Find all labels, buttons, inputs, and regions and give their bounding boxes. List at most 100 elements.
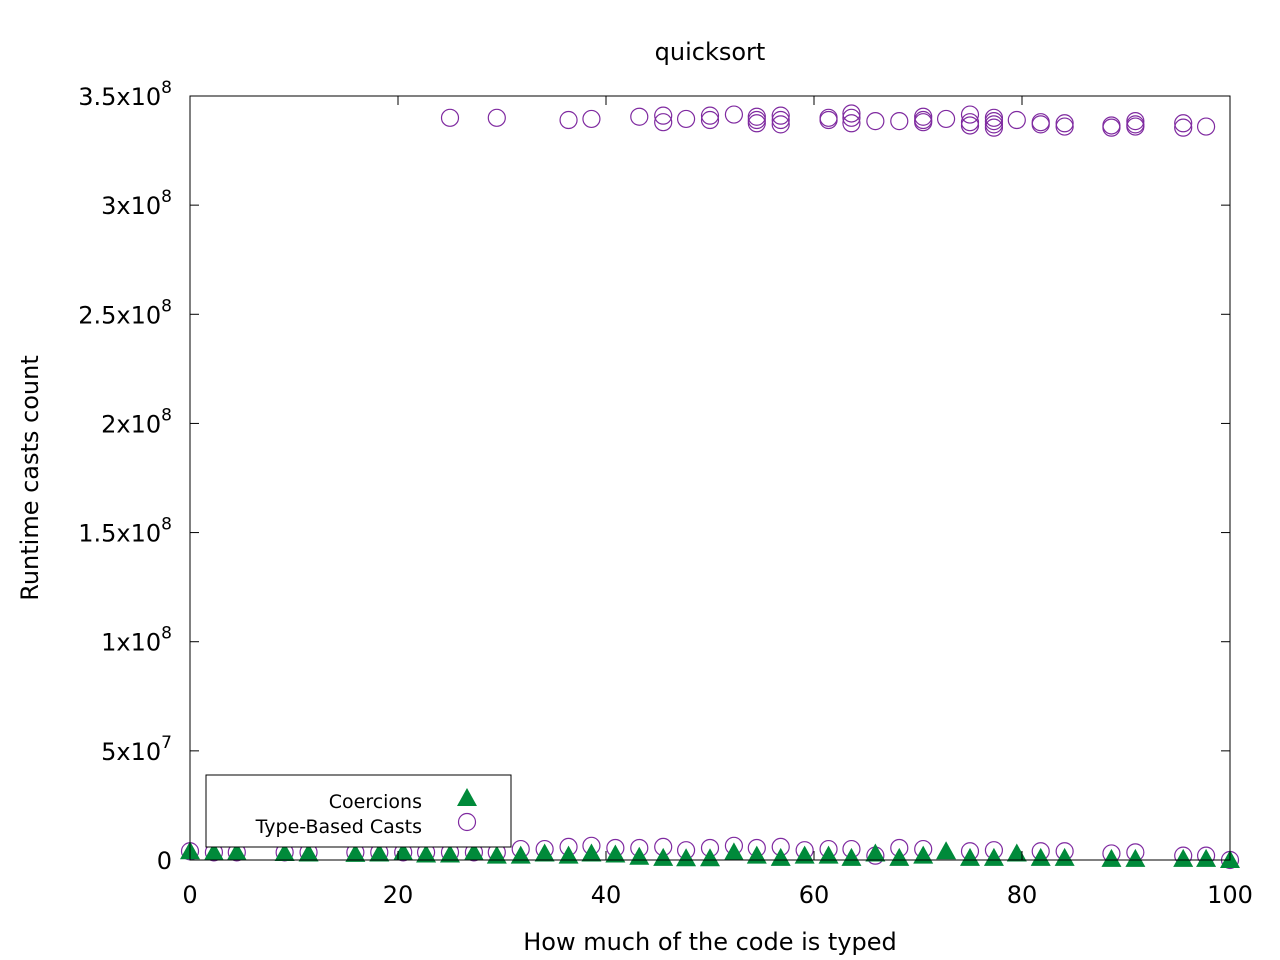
coercions-point — [700, 848, 720, 867]
x-tick-label: 100 — [1207, 881, 1253, 909]
coercions-point — [676, 848, 697, 867]
type-based-casts-point — [771, 106, 790, 125]
y-tick-exponent: 8 — [161, 187, 172, 207]
y-tick-mantissa: 3x10 — [101, 192, 161, 220]
y-tick-exponent: 8 — [161, 405, 172, 425]
coercions-point — [1054, 847, 1075, 866]
coercions-point — [1173, 848, 1194, 867]
type-based-casts-point — [890, 112, 909, 131]
coercions-point — [1030, 847, 1051, 866]
x-tick-label: 0 — [182, 881, 197, 909]
coercions-point — [369, 843, 390, 862]
type-based-casts-point — [700, 110, 720, 130]
type-based-casts-point — [1174, 114, 1193, 133]
legend-label-coercions: Coercions — [329, 791, 422, 813]
type-based-casts-point — [1055, 114, 1074, 133]
type-based-casts-point — [984, 118, 1004, 137]
type-based-casts-point — [914, 107, 933, 126]
coercions-point — [770, 847, 791, 866]
coercions-point — [723, 842, 744, 861]
type-based-casts-point — [559, 110, 578, 130]
type-based-casts-point — [771, 115, 790, 134]
y-tick-exponent: 8 — [161, 78, 172, 98]
legend-marker-type-based-casts — [457, 812, 477, 832]
coercions-point — [274, 843, 295, 862]
type-based-casts-point — [1126, 112, 1145, 131]
coercions-point — [1101, 848, 1122, 867]
y-tick-exponent: 8 — [161, 624, 172, 644]
coercions-point — [794, 845, 815, 864]
type-based-casts-point — [914, 113, 933, 132]
x-axis-label: How much of the code is typed — [523, 928, 897, 956]
y-tick-label: 3.5x108 — [78, 78, 172, 111]
type-based-casts-point — [1196, 117, 1216, 136]
type-based-casts-point — [984, 115, 1004, 134]
y-tick-mantissa: 1x10 — [101, 629, 161, 657]
type-based-casts-point — [936, 109, 956, 129]
x-tick-label: 40 — [591, 881, 622, 909]
type-based-casts-point — [747, 114, 766, 133]
data-marks — [180, 104, 1240, 870]
coercions-point — [960, 847, 980, 866]
legend-box — [205, 774, 512, 848]
x-tick-label: 60 — [799, 881, 830, 909]
coercions-point — [913, 845, 934, 864]
y-tick-label: 0 — [157, 847, 172, 875]
y-tick-label: 1x108 — [101, 624, 172, 657]
legend-label-type-based-casts: Type-Based Casts — [255, 816, 422, 838]
coercions-point — [486, 845, 507, 864]
type-based-casts-point — [984, 112, 1004, 131]
y-tick-mantissa: 5x10 — [101, 738, 161, 766]
type-based-casts-point — [1031, 115, 1050, 134]
coercions-point — [1196, 848, 1217, 867]
type-based-casts-point — [960, 113, 980, 132]
type-based-casts-point — [1055, 117, 1074, 136]
coercions-point — [605, 844, 626, 863]
type-based-casts-point — [747, 107, 766, 126]
type-based-casts-point — [747, 110, 766, 130]
type-based-casts-point — [676, 109, 696, 129]
coercions-point — [1125, 848, 1146, 867]
coercions-point — [510, 845, 531, 864]
type-based-casts-point — [1126, 117, 1145, 136]
coercions-point — [746, 845, 767, 864]
y-tick-exponent: 8 — [161, 515, 172, 535]
coercions-point — [581, 843, 602, 862]
type-based-casts-point — [984, 108, 1004, 127]
coercions-point — [818, 845, 839, 864]
coercions-point — [653, 847, 674, 866]
y-tick-mantissa: 1.5x10 — [78, 520, 161, 548]
type-based-casts-point — [842, 114, 861, 133]
coercions-point — [534, 843, 555, 862]
y-tick-label: 5x107 — [101, 733, 172, 766]
coercions-point — [226, 842, 247, 861]
type-based-casts-point — [1007, 110, 1026, 130]
y-tick-mantissa: 2x10 — [101, 410, 161, 438]
y-tick-mantissa: 0 — [157, 847, 172, 875]
coercions-point — [865, 843, 886, 862]
legend: Coercions Type-Based Casts — [205, 774, 512, 848]
coercions-point — [889, 847, 910, 866]
type-based-casts-point — [487, 108, 506, 127]
y-tick-mantissa: 2.5x10 — [78, 301, 161, 329]
coercions-point — [203, 842, 224, 861]
coercions-point — [936, 841, 957, 860]
type-based-casts-point — [700, 106, 720, 125]
coercions-point — [558, 845, 579, 864]
type-based-casts-point — [582, 109, 601, 129]
type-based-casts-point — [960, 105, 980, 124]
x-tick-label: 20 — [383, 881, 414, 909]
y-tick-label: 2x108 — [101, 405, 172, 438]
type-based-casts-point — [960, 116, 980, 135]
coercions-point — [841, 847, 862, 866]
type-based-casts-point — [842, 108, 861, 127]
type-based-casts-point — [842, 104, 861, 123]
type-based-casts-point — [724, 105, 744, 124]
coercions-point — [416, 844, 437, 863]
chart-title: quicksort — [655, 38, 766, 66]
type-based-casts-point — [654, 113, 673, 132]
type-based-casts-point — [654, 106, 673, 125]
coercions-point — [983, 847, 1004, 866]
y-tick-label: 3x108 — [101, 187, 172, 220]
